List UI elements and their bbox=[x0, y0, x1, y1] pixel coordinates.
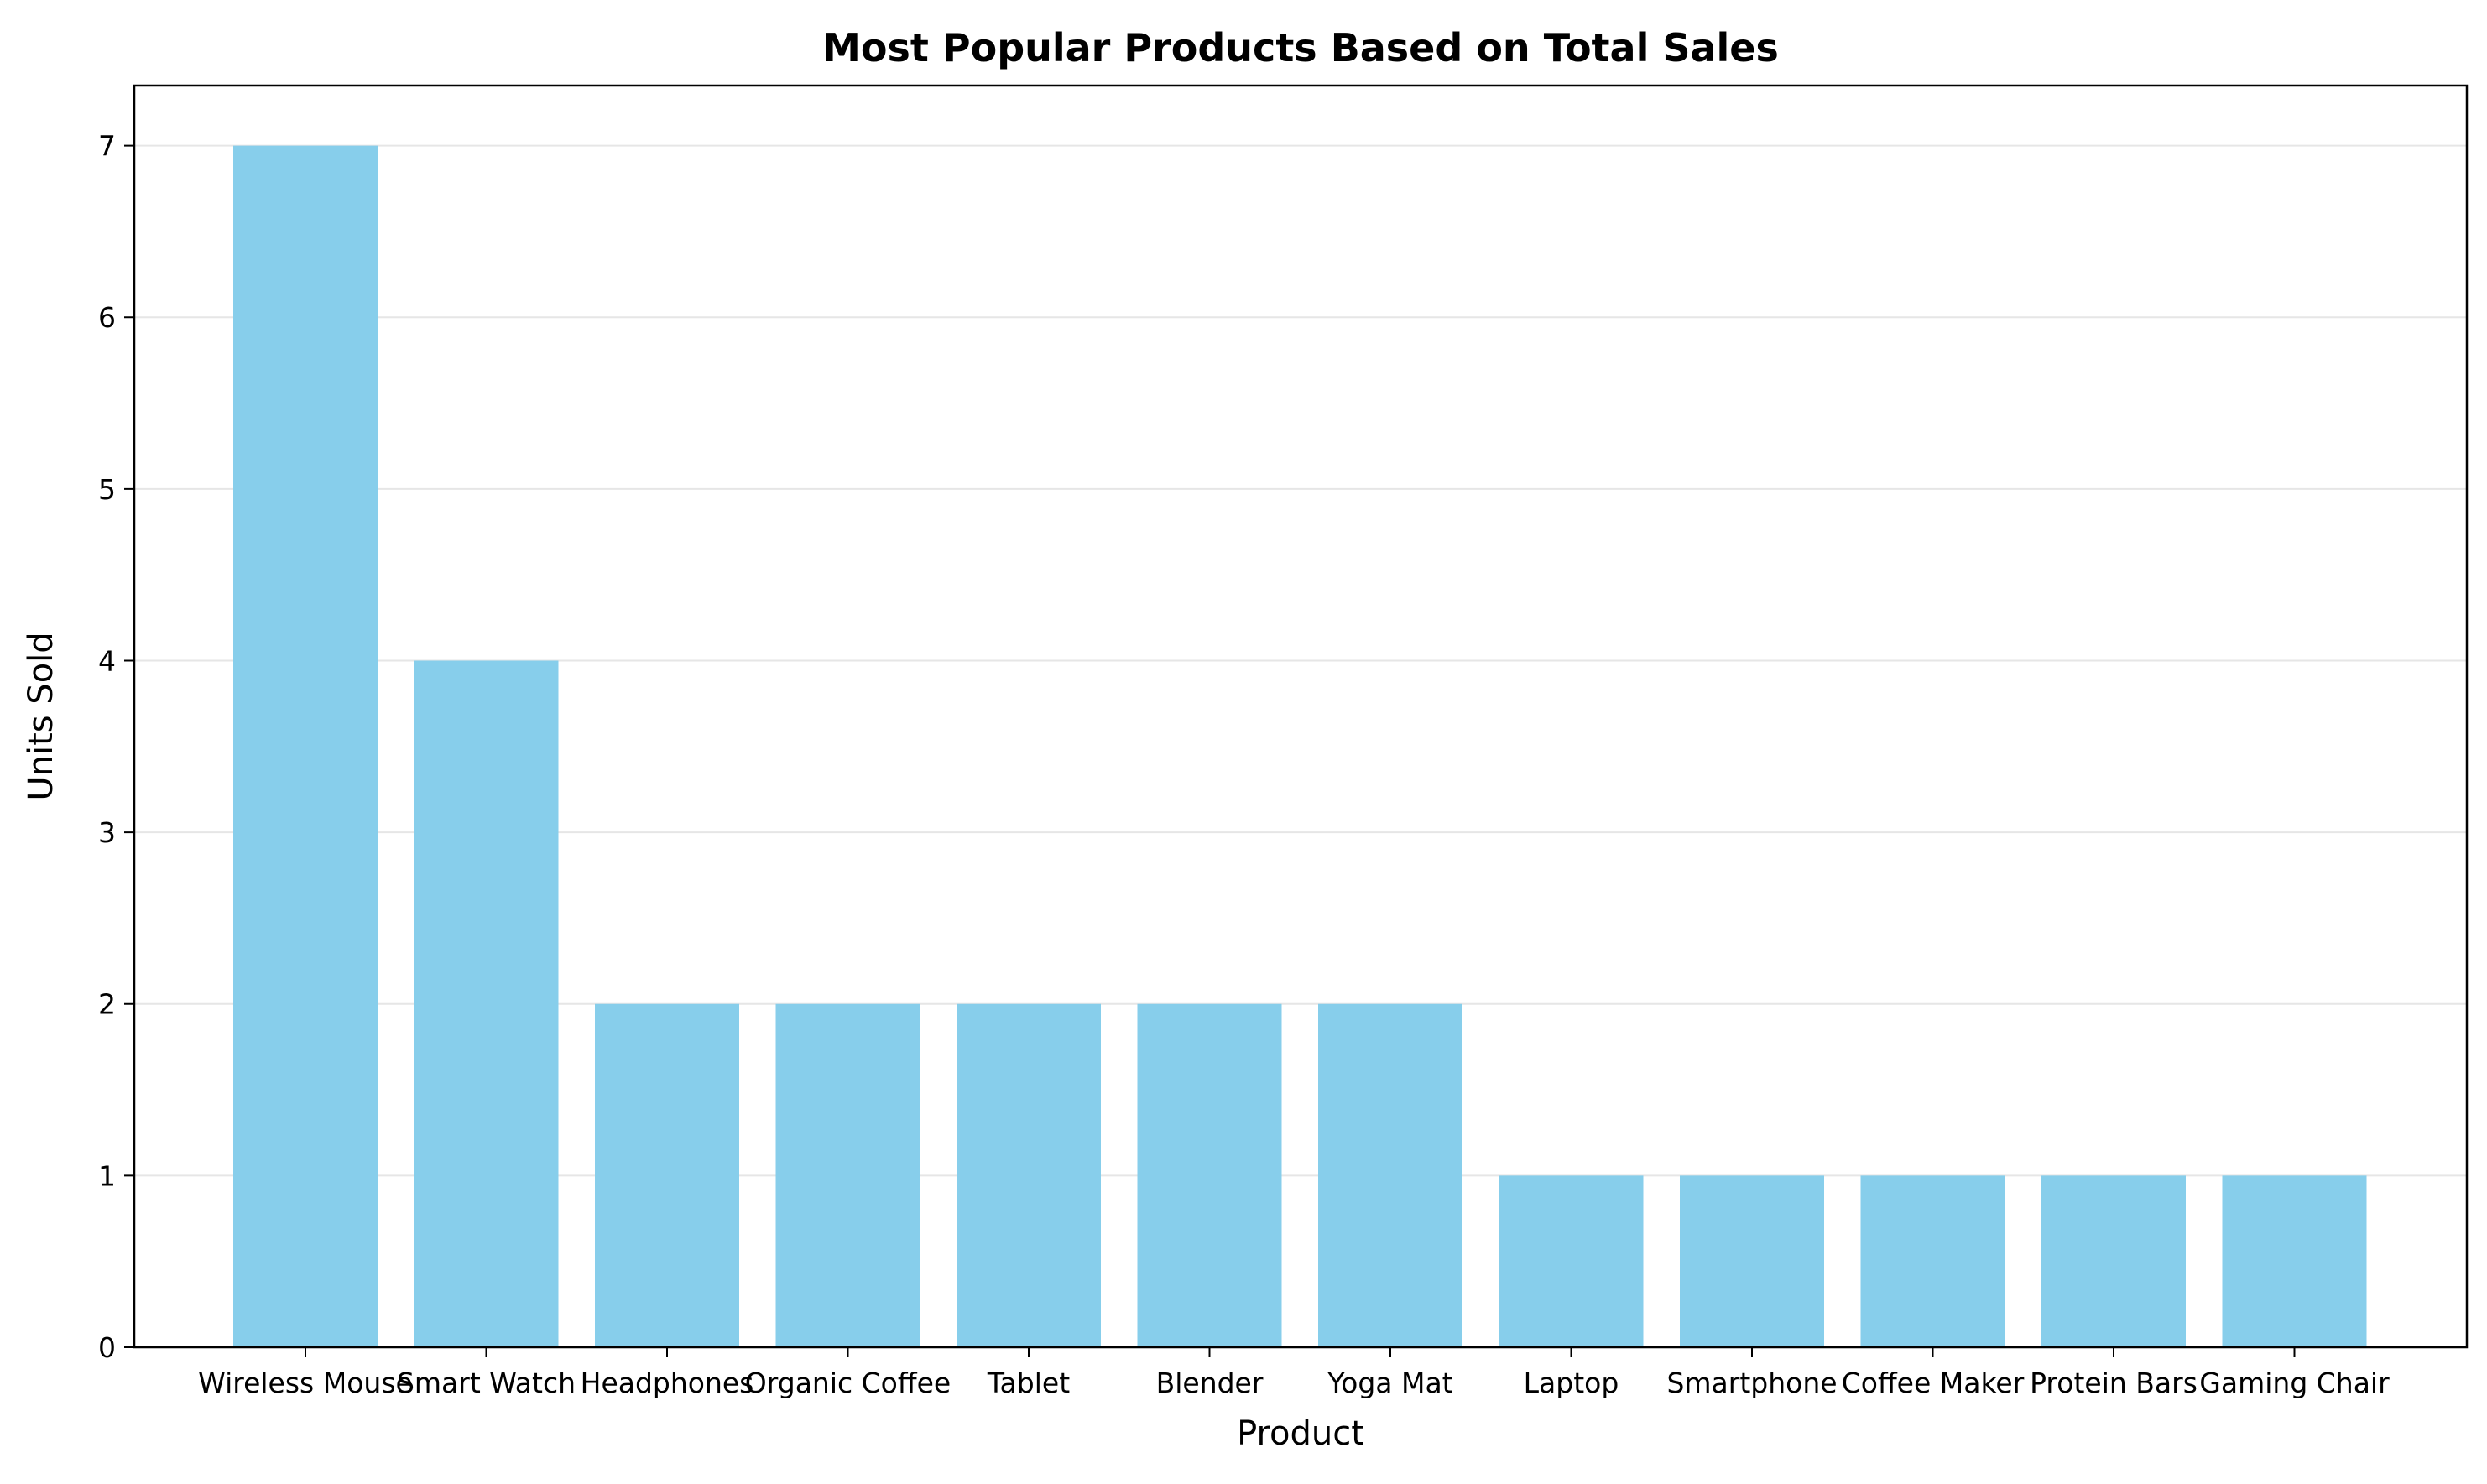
x-tick-label: Tablet bbox=[987, 1367, 1070, 1399]
plot-frame bbox=[133, 84, 2469, 1349]
bar bbox=[414, 660, 559, 1347]
bar bbox=[1499, 1175, 1644, 1347]
x-tick-label: Wireless Mouse bbox=[198, 1367, 413, 1399]
y-tick-label: 3 bbox=[98, 816, 116, 849]
bar bbox=[2222, 1175, 2367, 1347]
y-axis-label: Units Sold bbox=[22, 632, 60, 800]
y-tick-label: 7 bbox=[98, 130, 116, 163]
x-tick-label: Smartphone bbox=[1666, 1367, 1837, 1399]
bar bbox=[1318, 1003, 1462, 1347]
chart-title: Most Popular Products Based on Total Sal… bbox=[822, 25, 1779, 70]
bar bbox=[957, 1003, 1101, 1347]
x-tick-label: Headphones bbox=[581, 1367, 754, 1399]
y-tick-label: 4 bbox=[98, 644, 116, 677]
y-tick-label: 5 bbox=[98, 473, 116, 506]
y-tick-label: 0 bbox=[98, 1331, 116, 1364]
x-tick-label: Organic Coffee bbox=[745, 1367, 951, 1399]
bar bbox=[233, 145, 378, 1348]
x-tick-label: Coffee Maker bbox=[1842, 1367, 2025, 1399]
x-tick-label: Gaming Chair bbox=[2199, 1367, 2390, 1399]
x-tick-label: Laptop bbox=[1524, 1367, 1619, 1399]
x-tick-label: Protein Bars bbox=[2030, 1367, 2198, 1399]
x-axis-label: Product bbox=[1237, 1414, 1364, 1453]
y-tick-label: 1 bbox=[98, 1159, 116, 1192]
x-tick-label: Yoga Mat bbox=[1327, 1367, 1452, 1399]
y-tick-label: 2 bbox=[98, 988, 116, 1021]
bar bbox=[1860, 1175, 2005, 1347]
x-tick-label: Smart Watch bbox=[397, 1367, 576, 1399]
bar bbox=[1137, 1003, 1282, 1347]
x-tick-label: Blender bbox=[1156, 1367, 1264, 1399]
bar bbox=[595, 1003, 739, 1347]
y-tick-label: 6 bbox=[98, 301, 116, 334]
bars bbox=[233, 145, 2367, 1348]
bar bbox=[1680, 1175, 1824, 1347]
bar bbox=[2041, 1175, 2186, 1347]
bar bbox=[775, 1003, 920, 1347]
